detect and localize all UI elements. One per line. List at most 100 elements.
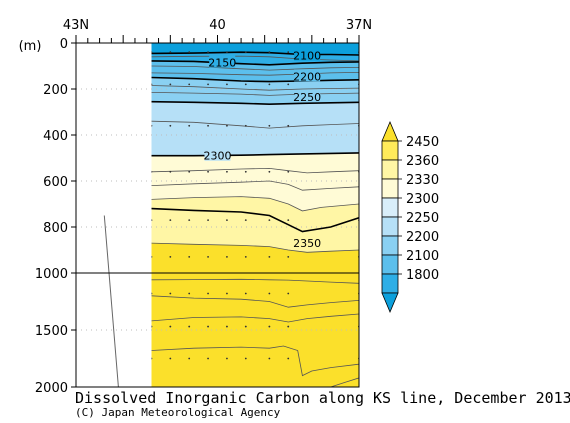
y-tick-label: 1500 [35, 324, 68, 339]
station-dot [188, 292, 191, 295]
contour-label-bg [294, 69, 321, 82]
legend-swatch [381, 178, 399, 199]
legend-level-label: 1800 [406, 268, 439, 283]
dic-color-bands [151, 43, 359, 387]
station-dot [188, 357, 191, 360]
contour-2365 [151, 313, 359, 323]
contour-2360 [151, 295, 359, 308]
contour-2200 [151, 76, 359, 83]
station-dot [287, 357, 290, 360]
station-dot [244, 124, 247, 127]
band-deep [151, 243, 359, 387]
station-dot [244, 256, 247, 258]
contour-lines [151, 51, 359, 387]
contour-2375 [330, 377, 359, 387]
station-dot [268, 325, 271, 328]
contour-2220 [151, 85, 359, 91]
station-dot [151, 256, 153, 258]
station-dot [268, 292, 271, 295]
station-dot [188, 124, 191, 127]
band-2300 [151, 152, 359, 173]
station-dot [151, 51, 153, 54]
station-dot [151, 325, 153, 328]
station-dot [226, 256, 228, 258]
contour-2370 [151, 345, 359, 377]
station-dot [188, 219, 191, 222]
station-dot [287, 256, 290, 258]
station-dot [287, 292, 290, 295]
legend-arrow-bottom [381, 292, 399, 314]
station-dot [287, 170, 290, 173]
station-dot [169, 256, 172, 258]
x-tick-label: 40 [209, 18, 226, 33]
legend-level-label: 2200 [406, 230, 439, 245]
legend-arrow-top [381, 120, 399, 142]
station-dot [226, 124, 228, 127]
band-2250 [151, 101, 359, 129]
station-dot [169, 51, 172, 54]
contour-2300 [151, 152, 359, 157]
station-dot [207, 325, 209, 328]
legend-level-label: 2250 [406, 211, 439, 226]
contour-label-bg [294, 90, 321, 103]
contour-2320 [151, 180, 359, 191]
station-dot [226, 83, 228, 86]
station-dot [244, 357, 247, 360]
station-dot [169, 83, 172, 86]
station-dot [268, 83, 271, 86]
legend-swatch [381, 216, 399, 237]
station-dot [244, 219, 247, 222]
station-dot [207, 124, 209, 127]
x-tick-label: 37N [346, 18, 372, 33]
contour-label: 2100 [293, 50, 321, 63]
contour-2250 [151, 100, 359, 106]
contour-2150 [151, 60, 359, 66]
legend-swatch [381, 197, 399, 218]
contour-label: 2150 [208, 57, 236, 70]
legend-level-label: 2330 [406, 173, 439, 188]
y-tick-label: 200 [43, 83, 68, 98]
station-dot [169, 325, 172, 328]
station-dot [188, 256, 191, 258]
station-dot [287, 51, 290, 54]
station-dot [207, 357, 209, 360]
station-dot [268, 219, 271, 222]
contour-2240 [151, 92, 359, 96]
contour-label-bg [294, 236, 321, 249]
station-dot [151, 357, 153, 360]
legend-level-label: 2100 [406, 249, 439, 264]
y-tick-label: 800 [43, 221, 68, 236]
agency-credit: (C) Japan Meteorological Agency [75, 406, 281, 419]
station-dot [151, 83, 153, 86]
bottom-profile-line [103, 215, 119, 388]
contour-label-bg [294, 48, 321, 61]
legend-swatch [381, 254, 399, 275]
legend-level-label: 2450 [406, 135, 439, 150]
station-dot [244, 170, 247, 173]
contour-label: 2350 [293, 237, 321, 250]
station-dot [151, 292, 153, 295]
station-dot [188, 325, 191, 328]
station-dot [226, 170, 228, 173]
contour-2170 [151, 65, 359, 71]
band-2310 [151, 168, 359, 191]
station-dot [169, 292, 172, 295]
station-dot [207, 256, 209, 258]
station-dot [226, 219, 228, 222]
legend: 2450 2360 2330 2300 2250 2200 2100 1800 [381, 120, 439, 314]
station-dot [244, 325, 247, 328]
station-dot [151, 170, 153, 173]
station-dot [169, 219, 172, 222]
band-2320 [151, 181, 359, 211]
station-dot [287, 219, 290, 222]
contour-2350 [151, 242, 359, 253]
y-tick-label: 400 [43, 129, 68, 144]
contour-label: 2250 [293, 91, 321, 104]
contour-2275 [151, 120, 359, 129]
station-dot [207, 51, 209, 54]
contour-label-bg [209, 55, 236, 68]
y-tick-label: 1000 [35, 267, 68, 282]
contour-2355 [151, 278, 359, 284]
contour-label: 2300 [204, 150, 232, 163]
station-dot [226, 51, 228, 54]
